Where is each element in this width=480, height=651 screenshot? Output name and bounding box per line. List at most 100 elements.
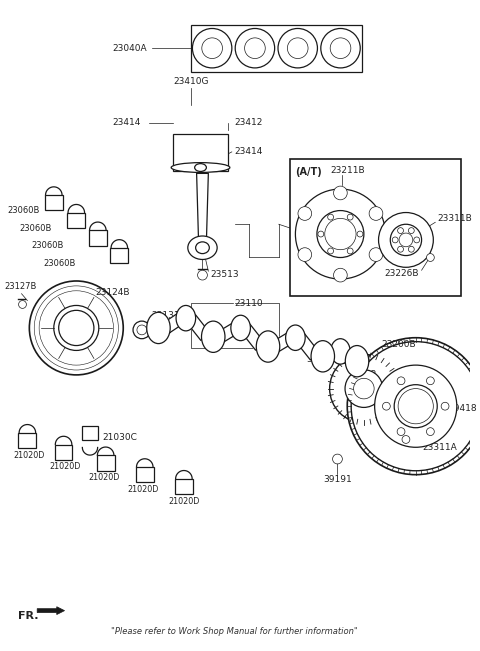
- Bar: [45, 195, 63, 210]
- Text: 23060B: 23060B: [31, 242, 64, 250]
- Circle shape: [245, 38, 265, 59]
- Circle shape: [334, 268, 347, 282]
- Circle shape: [408, 246, 414, 252]
- Text: 21020D: 21020D: [127, 485, 158, 494]
- Circle shape: [29, 281, 123, 375]
- Circle shape: [137, 325, 147, 335]
- Circle shape: [330, 354, 398, 423]
- Ellipse shape: [231, 315, 251, 340]
- Text: 23414: 23414: [235, 147, 263, 156]
- Text: 39190A: 39190A: [306, 355, 341, 364]
- Text: 23110: 23110: [235, 299, 264, 308]
- Circle shape: [441, 402, 449, 410]
- Circle shape: [426, 428, 434, 436]
- Ellipse shape: [176, 305, 196, 331]
- Ellipse shape: [171, 163, 230, 173]
- Circle shape: [317, 210, 364, 258]
- Ellipse shape: [195, 163, 206, 171]
- Polygon shape: [186, 314, 210, 340]
- Circle shape: [202, 38, 222, 59]
- Text: 21020D: 21020D: [88, 473, 120, 482]
- Ellipse shape: [345, 346, 369, 377]
- Text: 23510: 23510: [299, 226, 327, 234]
- Ellipse shape: [311, 340, 335, 372]
- Circle shape: [295, 189, 385, 279]
- Ellipse shape: [331, 339, 350, 364]
- Text: 23410G: 23410G: [173, 77, 208, 86]
- Circle shape: [414, 237, 420, 243]
- Circle shape: [347, 214, 353, 220]
- Circle shape: [321, 29, 360, 68]
- Text: 23131: 23131: [152, 311, 180, 320]
- Circle shape: [426, 254, 434, 262]
- Polygon shape: [326, 347, 340, 361]
- Polygon shape: [241, 324, 265, 350]
- Circle shape: [34, 286, 119, 370]
- Polygon shape: [197, 173, 208, 242]
- Polygon shape: [296, 334, 320, 360]
- Text: 23513: 23513: [210, 270, 239, 279]
- Circle shape: [328, 214, 334, 220]
- Circle shape: [426, 377, 434, 385]
- Circle shape: [351, 342, 480, 471]
- Text: 21020D: 21020D: [168, 497, 200, 506]
- Circle shape: [345, 370, 383, 408]
- Circle shape: [298, 248, 312, 262]
- Circle shape: [394, 385, 437, 428]
- Circle shape: [397, 228, 404, 234]
- Ellipse shape: [202, 321, 225, 352]
- Text: 23060B: 23060B: [20, 224, 52, 232]
- Circle shape: [39, 291, 113, 365]
- FancyArrow shape: [37, 607, 64, 615]
- Circle shape: [328, 248, 334, 254]
- Text: 23040A: 23040A: [112, 44, 147, 53]
- Ellipse shape: [196, 242, 209, 254]
- Circle shape: [369, 206, 383, 220]
- Circle shape: [347, 338, 480, 475]
- Text: 23212: 23212: [348, 370, 377, 380]
- Ellipse shape: [256, 331, 280, 362]
- Circle shape: [477, 409, 480, 417]
- Circle shape: [390, 224, 421, 256]
- Circle shape: [354, 378, 374, 399]
- Circle shape: [357, 231, 363, 237]
- Polygon shape: [218, 323, 239, 342]
- Circle shape: [374, 365, 457, 447]
- Circle shape: [399, 233, 413, 247]
- Bar: [175, 478, 193, 494]
- Bar: [19, 433, 36, 448]
- Polygon shape: [273, 333, 294, 352]
- Text: 23211B: 23211B: [331, 166, 365, 175]
- Bar: [55, 445, 72, 460]
- Bar: [82, 426, 98, 441]
- Text: 23124B: 23124B: [96, 288, 131, 298]
- Bar: [289, 159, 461, 296]
- Text: 23311A: 23311A: [422, 443, 457, 452]
- Circle shape: [397, 377, 405, 385]
- Ellipse shape: [147, 312, 170, 344]
- Circle shape: [192, 29, 232, 68]
- Text: 59418: 59418: [448, 404, 477, 413]
- Bar: [89, 230, 107, 245]
- Text: (A/T): (A/T): [295, 167, 322, 178]
- Circle shape: [298, 206, 312, 220]
- Circle shape: [402, 436, 410, 443]
- Circle shape: [334, 186, 347, 200]
- Text: 21020D: 21020D: [49, 462, 80, 471]
- Circle shape: [408, 228, 414, 234]
- Circle shape: [383, 402, 390, 410]
- Text: 23060B: 23060B: [8, 206, 40, 215]
- Circle shape: [278, 29, 317, 68]
- Text: "Please refer to Work Shop Manual for further information": "Please refer to Work Shop Manual for fu…: [111, 627, 358, 635]
- Circle shape: [59, 311, 94, 346]
- Polygon shape: [340, 349, 355, 363]
- Circle shape: [379, 212, 433, 268]
- Polygon shape: [163, 313, 184, 333]
- Text: 39191: 39191: [323, 475, 352, 484]
- Circle shape: [54, 305, 99, 350]
- Bar: [67, 213, 85, 228]
- Circle shape: [325, 218, 356, 250]
- Circle shape: [397, 428, 405, 436]
- Bar: [97, 455, 115, 471]
- Bar: [136, 467, 154, 482]
